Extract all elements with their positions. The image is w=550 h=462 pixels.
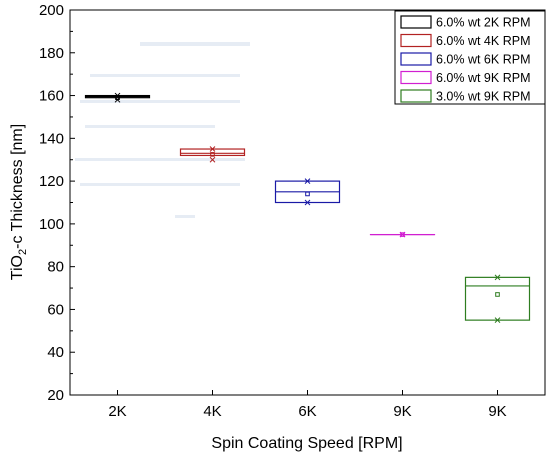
y-axis-title-main: TiO [9,255,26,280]
legend-swatch [400,52,432,66]
box-extreme-marker [304,199,311,206]
x-tick-label: 2K [108,403,126,420]
legend-item-2: 6.0% wt 4K RPM [400,33,530,48]
y-tick-label: 140 [39,130,64,147]
legend-swatch [400,15,432,29]
box-mean-marker [400,232,405,237]
x-tick-label: 6K [298,403,316,420]
legend-swatch [400,70,432,85]
y-tick-label: 20 [47,387,64,404]
background-artifacts [75,42,250,218]
box-2 [179,146,246,163]
legend-item-1: 6.0% wt 2K RPM [400,15,530,30]
x-tick-label: 9K [488,403,506,420]
box-extreme-marker [304,178,311,184]
x-tick-label: 9K [393,403,411,420]
box-3 [274,178,341,206]
box-5 [464,274,531,323]
legend-label: 6.0% wt 4K RPM [436,34,530,48]
box-mean-marker [495,292,500,297]
box-extreme-marker [494,317,501,323]
legend-label: 6.0% wt 2K RPM [436,16,530,30]
legend-item-5: 3.0% wt 9K RPM [400,89,530,104]
y-tick-label: 180 [39,45,64,62]
y-tick-label: 60 [47,301,64,318]
legend: 6.0% wt 2K RPM 6.0% wt 4K RPM 6.0% wt 6K R… [394,10,546,105]
legend-label: 6.0% wt 9K RPM [436,71,530,85]
y-tick-label: 40 [47,344,64,361]
y-tick-label: 200 [39,2,64,19]
legend-label: 3.0% wt 9K RPM [436,90,530,104]
box-extreme-marker [209,156,216,163]
legend-item-3: 6.0% wt 6K RPM [400,52,530,67]
y-axis-title-sub: 2 [17,249,29,255]
box-mean-marker [305,191,310,197]
y-tick-label: 80 [47,259,64,276]
legend-swatch [400,33,432,48]
y-tick-label: 120 [39,173,64,190]
legend-swatch [400,89,432,103]
y-axis-title: TiO2-c Thickness [nm] [9,124,29,280]
box-4 [369,231,436,238]
box-mean-marker [210,152,215,157]
box-extreme-marker [494,274,501,281]
legend-frame [394,10,546,105]
y-tick-label: 100 [39,216,64,233]
box-mean-marker [115,95,120,100]
legend-item-4: 6.0% wt 9K RPM [400,70,530,85]
y-axis: 20 40 60 80 100 120 140 160 180 200 [39,2,75,404]
box-series [84,92,531,323]
box-1 [84,92,151,103]
x-axis: 2K 4K 6K 9K 9K [108,390,507,420]
box-iqr [464,276,531,321]
x-tick-label: 4K [203,403,221,420]
y-axis-title-rest: -c Thickness [nm] [9,124,26,249]
box-extreme-marker [209,146,216,152]
x-axis-title: Spin Coating Speed [RPM] [211,435,402,452]
legend-label: 6.0% wt 6K RPM [436,53,530,67]
y-tick-label: 160 [39,88,64,105]
